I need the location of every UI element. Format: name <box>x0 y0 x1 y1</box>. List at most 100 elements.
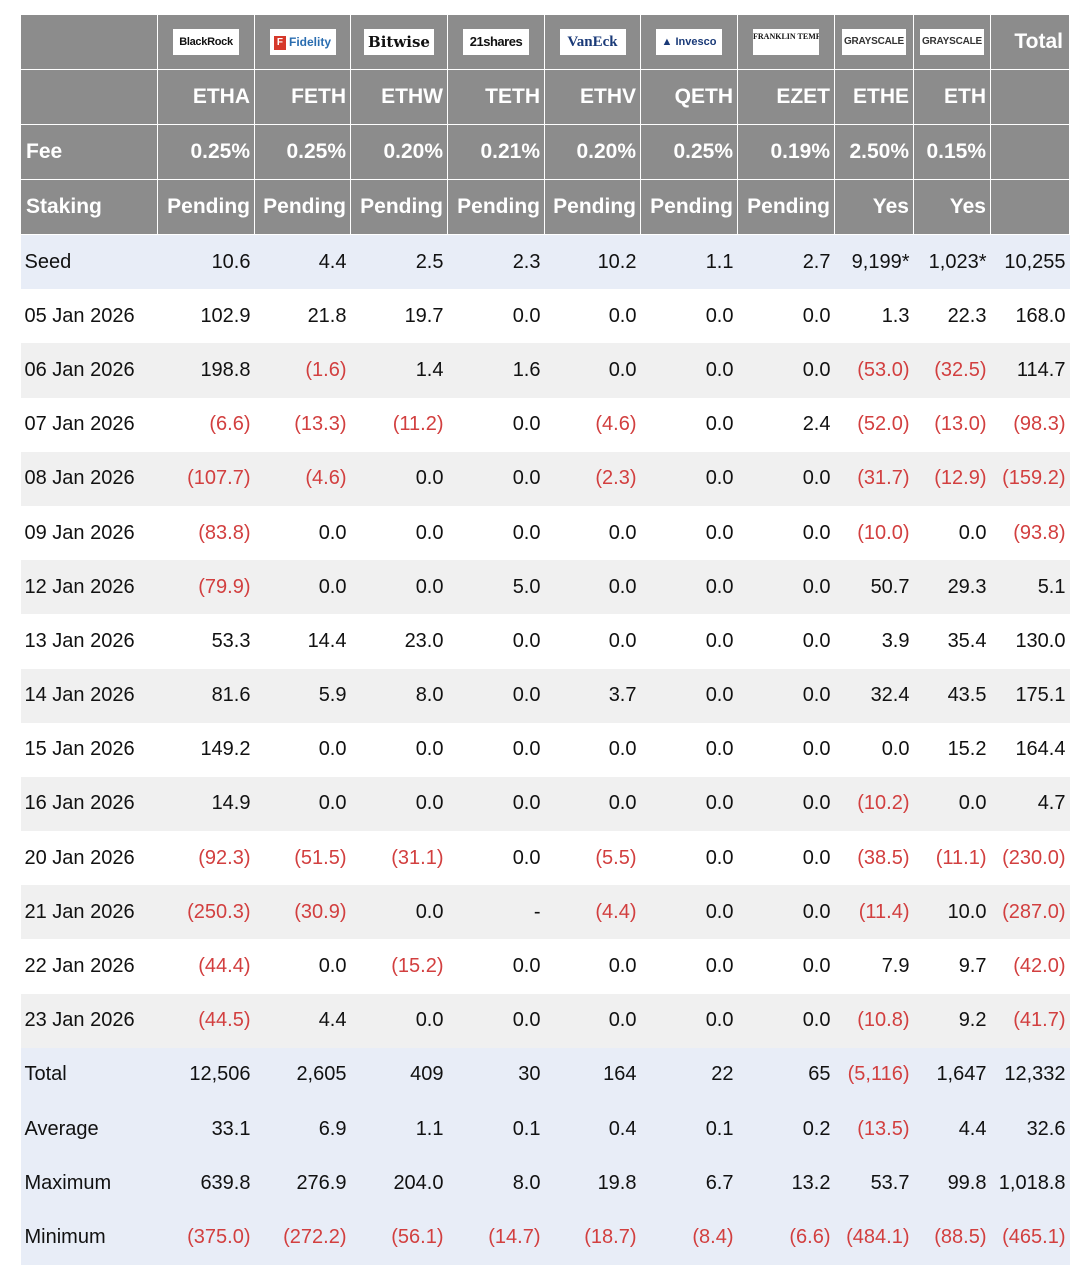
row-label: Minimum <box>20 1210 158 1265</box>
summary-row: Maximum 639.8 276.9 204.0 8.0 19.8 6.7 13.2 53.7… <box>20 1156 1070 1211</box>
flow-value-cell: 0.0 <box>415 738 444 761</box>
ticker-cell: EZET <box>737 69 835 125</box>
flow-value-cell: 0.0 <box>350 451 448 506</box>
flow-value-cell: (92.3) <box>198 846 251 869</box>
flow-value-cell: 0.0 <box>512 738 541 761</box>
flow-value-cell: 12,506 <box>157 1047 255 1102</box>
flow-value-cell: (4.4) <box>544 885 641 940</box>
flow-value-cell: 13.2 <box>737 1156 835 1211</box>
flow-value-cell: (10.2) <box>834 776 914 832</box>
flow-value-cell: 19.7 <box>404 304 444 327</box>
flow-value-cell: 2.7 <box>737 234 835 290</box>
flow-value-cell: 0.0 <box>512 521 541 544</box>
row-total-cell: (98.3) <box>1013 413 1066 436</box>
staking-cell: Pending <box>737 179 835 235</box>
flow-value-cell: (38.5) <box>857 846 910 869</box>
flow-value-cell: 8.0 <box>350 668 448 723</box>
staking-cell: Yes <box>913 179 991 235</box>
flow-value-cell: (13.5) <box>834 1102 914 1157</box>
flow-value-cell: 1.1 <box>640 234 738 290</box>
fee-cell: 2.50% <box>834 124 914 180</box>
flow-value-cell: 0.0 <box>608 955 637 978</box>
flow-value-cell: 0.0 <box>737 776 835 832</box>
flow-value-cell: 0.0 <box>802 738 831 761</box>
flow-value-cell: 0.0 <box>705 955 734 978</box>
flow-value-cell: 35.4 <box>947 629 987 652</box>
row-total-cell: (159.2) <box>990 451 1070 506</box>
flow-value-cell: (107.7) <box>157 451 255 506</box>
flow-value-cell: 2.3 <box>447 234 545 290</box>
row-label: 16 Jan 2026 <box>20 776 158 832</box>
flow-value-cell: 204.0 <box>350 1156 448 1211</box>
flow-value-cell: (6.6) <box>209 413 251 436</box>
flow-value-cell: (53.0) <box>834 343 914 398</box>
flow-value-cell: 9.7 <box>958 955 987 978</box>
row-total-cell: 10,255 <box>990 234 1070 290</box>
flow-value-cell: 14.9 <box>157 776 255 832</box>
flow-value-cell: 0.0 <box>447 993 545 1048</box>
flow-value-cell: 0.0 <box>802 846 831 869</box>
flow-value-cell: (79.9) <box>157 560 255 615</box>
corner-cell <box>20 14 158 70</box>
flow-value-cell: 22.3 <box>947 304 987 327</box>
ticker-row: ETHA FETH ETHW TETH ETHV QETH EZET ETHE … <box>20 69 1070 125</box>
flow-value-cell: 14.4 <box>307 629 347 652</box>
fee-row-label: Fee <box>20 124 158 180</box>
table-row: 05 Jan 2026 102.9 21.8 19.7 0.0 0.0 0.0 0.0 1.3 2… <box>21 289 1070 343</box>
row-total-cell: 12,332 <box>990 1047 1070 1102</box>
row-label: 05 Jan 2026 <box>24 304 135 327</box>
flow-value-cell: (51.5) <box>294 846 347 869</box>
table-row: 15 Jan 2026 149.2 0.0 0.0 0.0 0.0 0.0 0.0 0.0 15.… <box>21 723 1070 777</box>
flow-value-cell: (52.0) <box>857 413 910 436</box>
flow-value-cell: 0.2 <box>737 1102 835 1157</box>
flow-value-cell: 7.9 <box>881 955 910 978</box>
ticker-cell: ETHA <box>157 69 255 125</box>
row-total-cell: (93.8) <box>1013 521 1066 544</box>
table-row: 07 Jan 2026 (6.6) (13.3) (11.2) 0.0 (4.6) 0.0 2… <box>21 398 1070 452</box>
fidelity-logo: F Fidelity <box>269 29 336 55</box>
table-row: 20 Jan 2026 (92.3) (51.5) (31.1) 0.0 (5.5) 0.0… <box>21 831 1070 885</box>
flow-value-cell: 0.0 <box>958 521 987 544</box>
flow-value-cell: 2.4 <box>802 413 831 436</box>
fee-cell: 0.19% <box>737 124 835 180</box>
table-row: 08 Jan 2026 (107.7) (4.6) 0.0 0.0 (2.3) 0.0 0.0… <box>20 451 1070 506</box>
issuer-cell: GRAYSCALE <box>834 14 914 70</box>
flow-value-cell: 53.7 <box>834 1156 914 1211</box>
flow-value-cell: (10.8) <box>834 993 914 1048</box>
flow-value-cell: 0.0 <box>802 521 831 544</box>
row-label: 07 Jan 2026 <box>24 413 135 436</box>
flow-value-cell: 10.2 <box>544 234 641 290</box>
21shares-logo: 21shares <box>463 29 529 55</box>
row-label: 08 Jan 2026 <box>20 451 158 506</box>
table-row: 16 Jan 2026 14.9 0.0 0.0 0.0 0.0 0.0 0.0 (10.2) 0… <box>20 776 1070 832</box>
issuer-cell: F Fidelity <box>254 14 351 70</box>
table-row: 14 Jan 2026 81.6 5.9 8.0 0.0 3.7 0.0 0.0 32.4 43.… <box>20 668 1070 723</box>
flow-value-cell: 0.0 <box>544 993 641 1048</box>
flow-value-cell: 0.0 <box>447 668 545 723</box>
flow-value-cell: 3.7 <box>544 668 641 723</box>
flow-value-cell: 29.3 <box>913 560 991 615</box>
flow-value-cell: 0.0 <box>705 846 734 869</box>
flow-value-cell: 0.0 <box>737 668 835 723</box>
flow-value-cell: (18.7) <box>544 1210 641 1265</box>
flow-value-cell: (31.7) <box>834 451 914 506</box>
row-label: Total <box>20 1047 158 1102</box>
flow-value-cell: 0.0 <box>512 955 541 978</box>
flow-value-cell: 0.0 <box>640 668 738 723</box>
row-total-cell: (230.0) <box>1002 846 1066 869</box>
flow-value-cell: 6.7 <box>640 1156 738 1211</box>
flow-value-cell: (8.4) <box>640 1210 738 1265</box>
flow-value-cell: 4.4 <box>254 993 351 1048</box>
flow-value-cell: 0.0 <box>737 343 835 398</box>
flow-value-cell: - <box>447 885 545 940</box>
flow-value-cell: 0.0 <box>608 738 637 761</box>
summary-row: Average 33.1 6.9 1.1 0.1 0.4 0.1 0.2 (13.5) 4.4 32… <box>20 1102 1070 1157</box>
summary-row: Minimum (375.0) (272.2) (56.1) (14.7) (18.7)(… <box>20 1210 1070 1265</box>
row-total-cell: (465.1) <box>990 1210 1070 1265</box>
ticker-total-cell <box>990 69 1070 125</box>
fee-cell: 0.25% <box>157 124 255 180</box>
flow-value-cell: 0.0 <box>544 560 641 615</box>
row-label: 12 Jan 2026 <box>20 560 158 615</box>
issuer-cell: 21shares <box>447 14 545 70</box>
staking-cell: Yes <box>834 179 914 235</box>
